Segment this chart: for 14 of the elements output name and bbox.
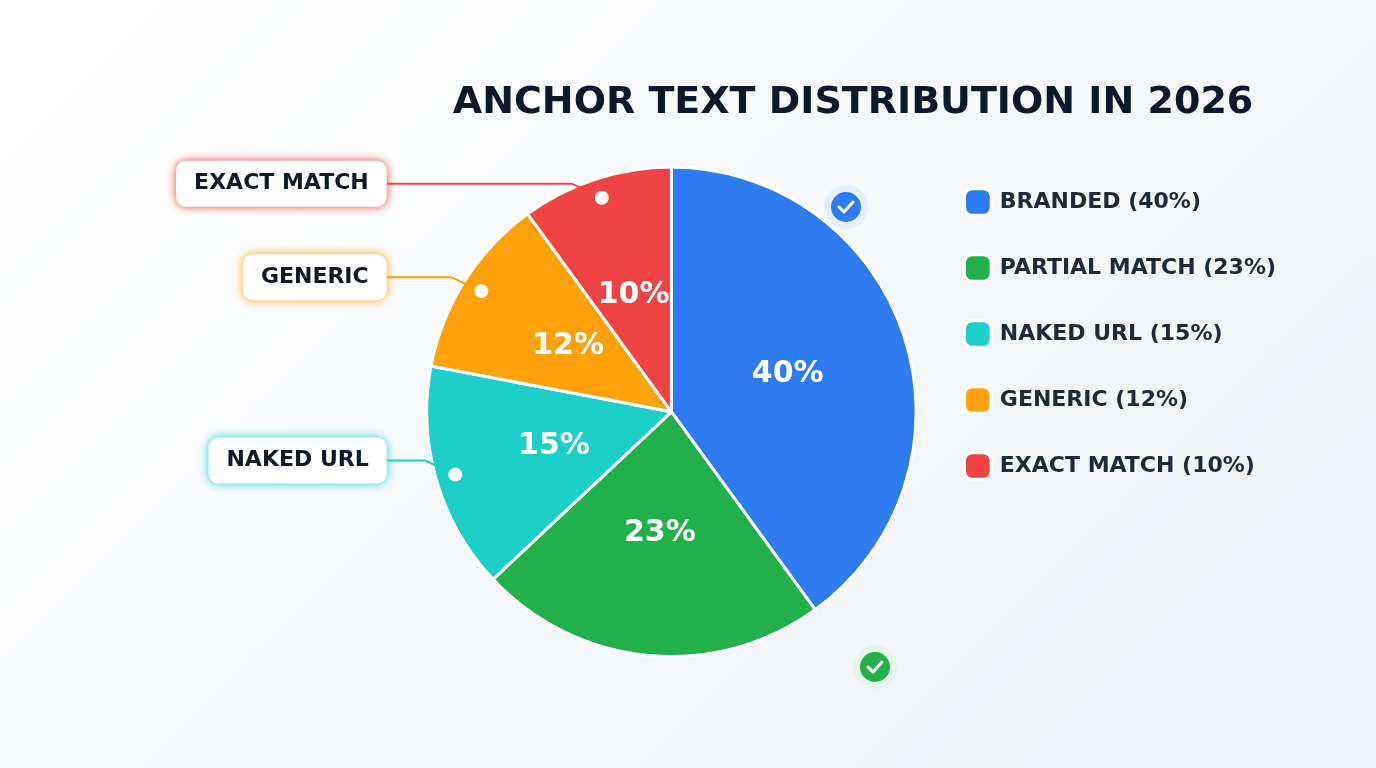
legend-label: EXACT MATCH (10%)	[999, 451, 1255, 477]
data-label: 23%	[623, 513, 696, 549]
data-label: 10%	[597, 275, 670, 311]
text: NAKED URL	[226, 446, 369, 472]
chart-title: ANCHOR TEXT DISTRIBUTION IN 2026	[452, 77, 1254, 122]
legend-label: NAKED URL (15%)	[999, 319, 1223, 345]
legend-label: GENERIC (12%)	[999, 385, 1189, 411]
data-label: 12%	[532, 326, 605, 362]
text: GENERIC	[260, 262, 369, 288]
legend-label: PARTIAL MATCH (23%)	[999, 253, 1277, 279]
data-label: 40%	[751, 353, 824, 389]
data-label: 15%	[518, 425, 590, 461]
text: EXACT MATCH	[194, 169, 369, 195]
legend-label: BRANDED (40%)	[999, 187, 1201, 213]
